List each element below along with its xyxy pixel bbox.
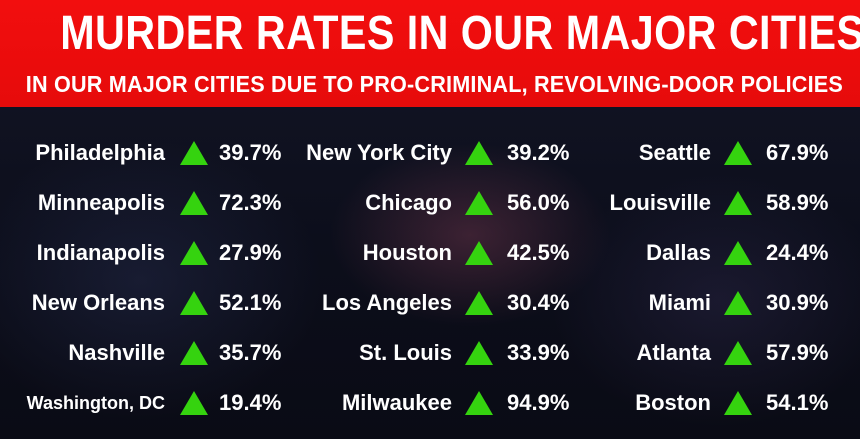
percent-change: 33.9% <box>507 340 570 365</box>
city-name: Louisville <box>609 190 711 215</box>
up-triangle-icon <box>724 391 752 415</box>
city-row: Atlanta 57.9% <box>0 328 860 378</box>
up-triangle-icon <box>465 141 493 165</box>
up-triangle-icon <box>724 341 752 365</box>
percent-change: 27.9% <box>219 240 282 265</box>
city-name: Seattle <box>638 140 711 165</box>
city-name: Indianapolis <box>36 240 165 265</box>
city-row: Seattle 67.9% <box>0 128 860 178</box>
percent-change: 39.2% <box>507 140 570 165</box>
up-triangle-icon <box>180 341 208 365</box>
city-row: Houston 42.5% <box>0 228 860 278</box>
city-name: Philadelphia <box>35 140 165 165</box>
city-row: New York City 39.2% <box>0 128 860 178</box>
city-name: Atlanta <box>636 340 711 365</box>
up-triangle-icon <box>180 391 208 415</box>
city-row: New Orleans 52.1% <box>0 278 860 328</box>
city-row: Washington, DC 19.4% <box>0 378 860 428</box>
percent-change: 56.0% <box>507 190 570 215</box>
city-row: Louisville 58.9% <box>0 178 860 228</box>
title-banner: MURDER RATES IN OUR MAJOR CITIES IN OUR … <box>0 0 860 107</box>
percent-change: 30.4% <box>507 290 570 315</box>
percent-change: 39.7% <box>219 140 282 165</box>
up-triangle-icon <box>724 141 752 165</box>
city-name: Houston <box>362 240 452 265</box>
city-name: New York City <box>306 140 452 165</box>
percent-change: 94.9% <box>507 390 570 415</box>
up-triangle-icon <box>465 391 493 415</box>
page-title: MURDER RATES IN OUR MAJOR CITIES <box>60 7 860 60</box>
percent-change: 35.7% <box>219 340 282 365</box>
city-row: Minneapolis 72.3% <box>0 178 860 228</box>
percent-change: 57.9% <box>766 340 829 365</box>
percent-change: 42.5% <box>507 240 570 265</box>
city-row: Milwaukee 94.9% <box>0 378 860 428</box>
percent-change: 67.9% <box>766 140 829 165</box>
city-name: Boston <box>635 390 711 415</box>
percent-change: 19.4% <box>219 390 282 415</box>
up-triangle-icon <box>180 191 208 215</box>
percent-change: 24.4% <box>766 240 829 265</box>
percent-change: 58.9% <box>766 190 829 215</box>
city-name: Washington, DC <box>26 393 165 413</box>
city-row: Nashville 35.7% <box>0 328 860 378</box>
city-name: Miami <box>648 290 711 315</box>
up-triangle-icon <box>724 291 752 315</box>
up-triangle-icon <box>465 191 493 215</box>
city-row: Boston 54.1% <box>0 378 860 428</box>
city-row: Los Angeles 30.4% <box>0 278 860 328</box>
city-name: Nashville <box>68 340 165 365</box>
city-row: Dallas 24.4% <box>0 228 860 278</box>
up-triangle-icon <box>724 241 752 265</box>
city-row: Indianapolis 27.9% <box>0 228 860 278</box>
percent-change: 72.3% <box>219 190 282 215</box>
percent-change: 30.9% <box>766 290 829 315</box>
page-subtitle: IN OUR MAJOR CITIES DUE TO PRO-CRIMINAL,… <box>25 71 844 97</box>
city-name: New Orleans <box>31 290 165 315</box>
city-name: Chicago <box>365 190 452 215</box>
percent-change: 52.1% <box>219 290 282 315</box>
city-row: Chicago 56.0% <box>0 178 860 228</box>
city-name: Dallas <box>646 240 711 265</box>
city-row: Miami 30.9% <box>0 278 860 328</box>
city-name: Milwaukee <box>341 390 452 415</box>
up-triangle-icon <box>180 291 208 315</box>
up-triangle-icon <box>724 191 752 215</box>
up-triangle-icon <box>465 291 493 315</box>
up-triangle-icon <box>180 241 208 265</box>
percent-change: 54.1% <box>766 390 829 415</box>
city-name: Los Angeles <box>322 290 452 315</box>
city-name: St. Louis <box>359 340 452 365</box>
up-triangle-icon <box>180 141 208 165</box>
city-row: St. Louis 33.9% <box>0 328 860 378</box>
city-row: Philadelphia 39.7% <box>0 128 860 178</box>
city-name: Minneapolis <box>37 190 165 215</box>
up-triangle-icon <box>465 341 493 365</box>
up-triangle-icon <box>465 241 493 265</box>
